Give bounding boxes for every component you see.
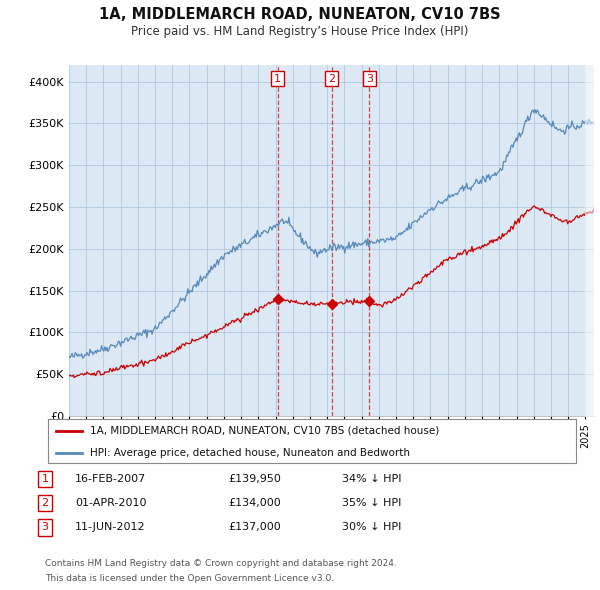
Text: HPI: Average price, detached house, Nuneaton and Bedworth: HPI: Average price, detached house, Nune… [90,448,410,458]
Text: £137,000: £137,000 [228,523,281,532]
Text: 1A, MIDDLEMARCH ROAD, NUNEATON, CV10 7BS (detached house): 1A, MIDDLEMARCH ROAD, NUNEATON, CV10 7BS… [90,426,439,436]
Text: 30% ↓ HPI: 30% ↓ HPI [342,523,401,532]
Text: £139,950: £139,950 [228,474,281,484]
Text: 11-JUN-2012: 11-JUN-2012 [75,523,146,532]
Text: 16-FEB-2007: 16-FEB-2007 [75,474,146,484]
Text: 35% ↓ HPI: 35% ↓ HPI [342,499,401,508]
Text: 34% ↓ HPI: 34% ↓ HPI [342,474,401,484]
Text: Contains HM Land Registry data © Crown copyright and database right 2024.: Contains HM Land Registry data © Crown c… [45,559,397,568]
Text: 01-APR-2010: 01-APR-2010 [75,499,146,508]
Text: 1A, MIDDLEMARCH ROAD, NUNEATON, CV10 7BS: 1A, MIDDLEMARCH ROAD, NUNEATON, CV10 7BS [99,7,501,22]
Text: 2: 2 [41,499,49,508]
Text: 3: 3 [41,523,49,532]
Text: 3: 3 [366,74,373,84]
Text: £134,000: £134,000 [228,499,281,508]
Text: Price paid vs. HM Land Registry’s House Price Index (HPI): Price paid vs. HM Land Registry’s House … [131,25,469,38]
Text: 1: 1 [41,474,49,484]
Text: 1: 1 [274,74,281,84]
Text: 2: 2 [328,74,335,84]
Text: This data is licensed under the Open Government Licence v3.0.: This data is licensed under the Open Gov… [45,574,334,583]
